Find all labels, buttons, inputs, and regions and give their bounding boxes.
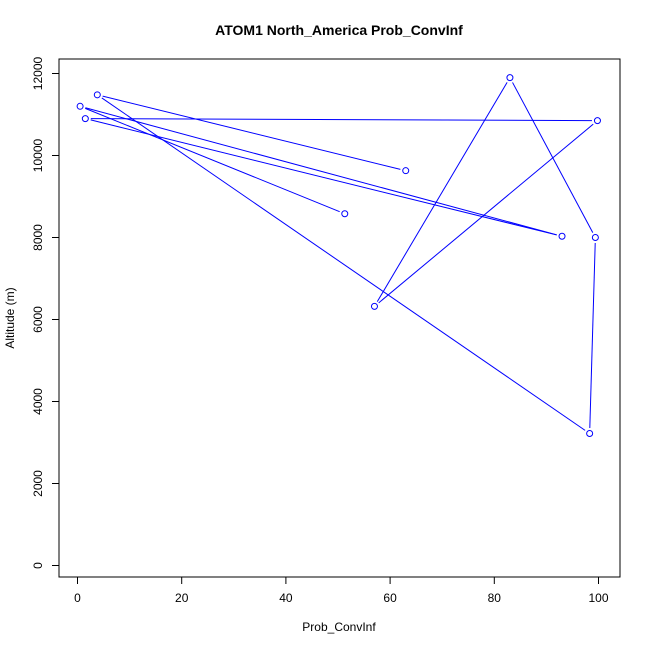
series-segment <box>85 107 340 213</box>
data-point <box>370 302 378 310</box>
series-segment <box>589 242 596 428</box>
data-point <box>591 234 599 241</box>
x-tick-label: 80 <box>488 591 502 605</box>
x-tick-label: 0 <box>74 591 81 605</box>
data-point <box>402 167 410 175</box>
y-tick-label: 0 <box>31 562 45 569</box>
y-tick-label: 12000 <box>31 56 45 90</box>
y-axis-label: Altitude (m) <box>3 287 17 348</box>
data-point <box>586 429 594 437</box>
x-axis: 0 20 40 60 80 100 <box>74 576 609 605</box>
data-point <box>341 210 349 218</box>
y-tick-label: 8000 <box>31 224 45 251</box>
series-segment <box>85 107 557 236</box>
chart-title: ATOM1 North_America Prob_ConvInf <box>215 22 463 38</box>
series-segment <box>102 95 401 170</box>
x-tick-label: 60 <box>383 591 397 605</box>
data-point <box>558 232 566 240</box>
series-layer <box>76 74 601 437</box>
data-point <box>81 115 89 123</box>
data-point <box>76 102 84 110</box>
x-tick-label: 40 <box>279 591 293 605</box>
y-tick-label: 2000 <box>31 470 45 497</box>
y-axis: 0 2000 4000 6000 8000 10000 12000 <box>31 56 60 569</box>
series-segment <box>378 123 594 304</box>
x-tick-label: 100 <box>588 591 608 605</box>
series-segment <box>101 97 586 431</box>
series-segment <box>512 82 594 233</box>
x-tick-label: 20 <box>175 591 189 605</box>
plot-frame <box>58 58 621 578</box>
series-segment <box>90 119 557 236</box>
y-tick-label: 6000 <box>31 306 45 333</box>
series-segment <box>376 82 508 302</box>
series-segment <box>90 118 592 122</box>
x-axis-label: Prob_ConvInf <box>302 620 376 634</box>
data-point <box>93 91 101 99</box>
data-point <box>506 74 514 82</box>
y-tick-label: 10000 <box>31 138 45 172</box>
data-point <box>593 117 601 125</box>
y-tick-label: 4000 <box>31 388 45 415</box>
